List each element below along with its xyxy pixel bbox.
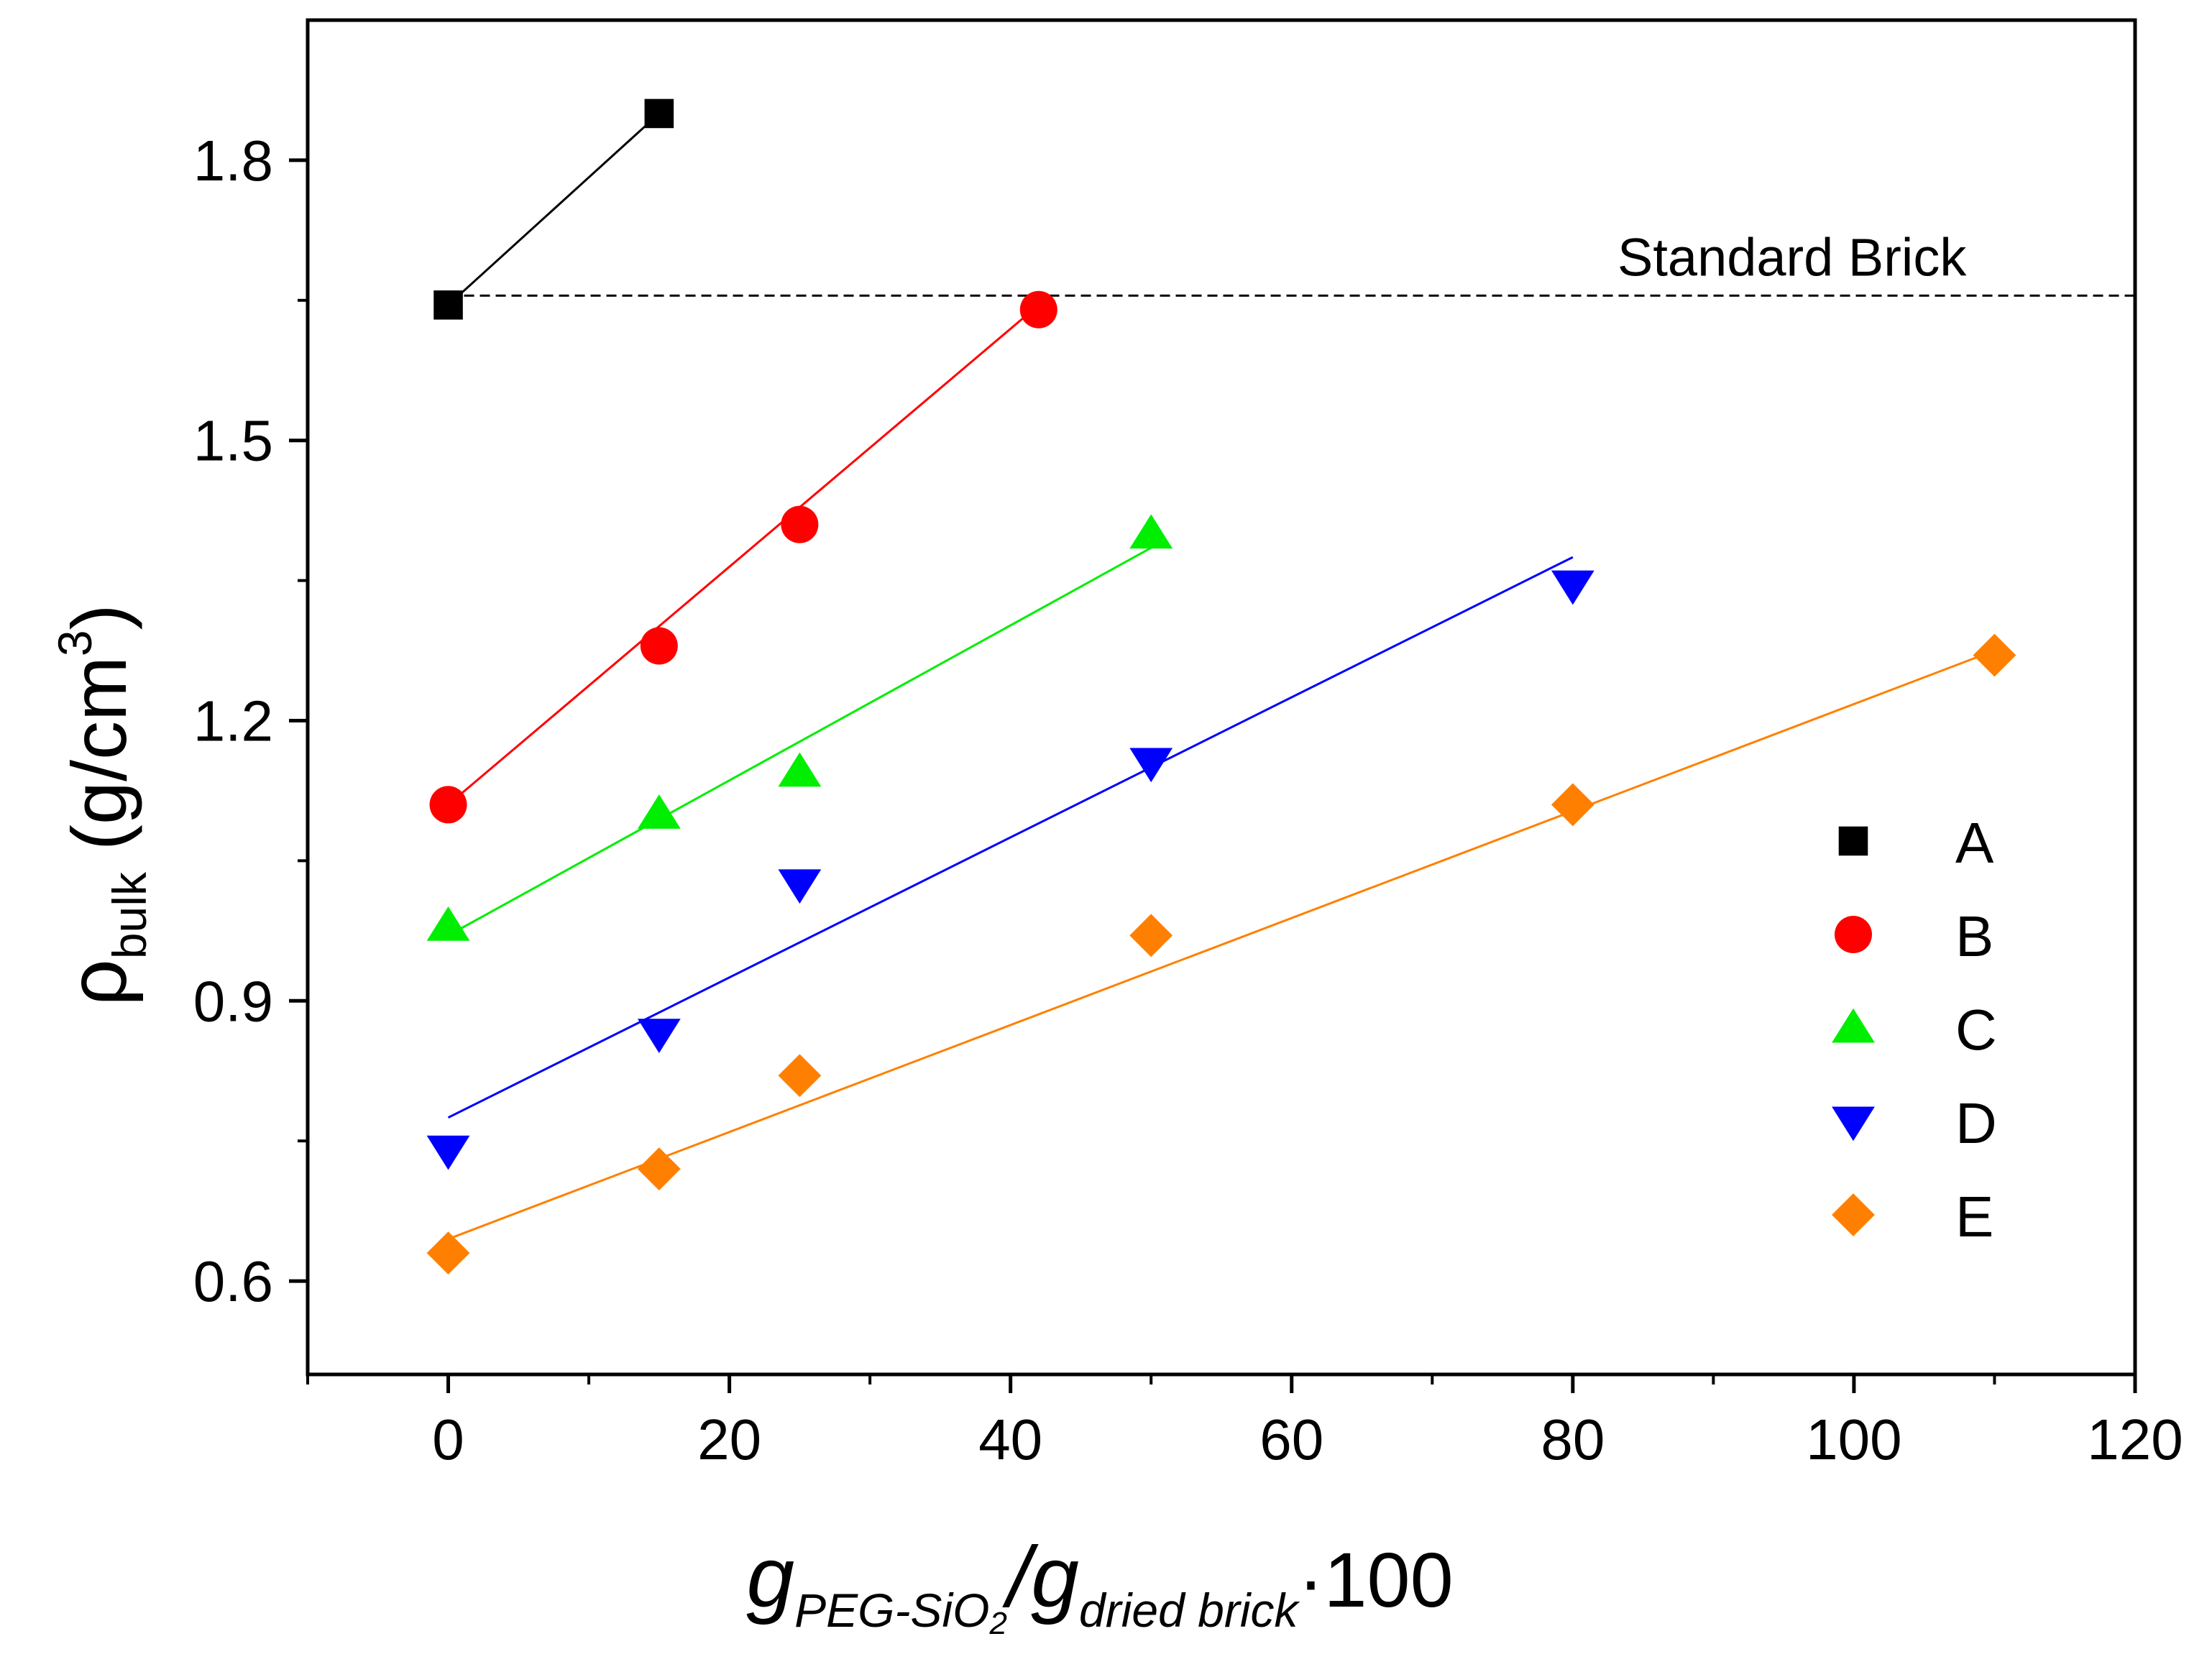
- series-b-point: [429, 786, 467, 824]
- series-a-point: [433, 290, 463, 320]
- series-c-point: [778, 752, 822, 787]
- y-tick-label: 1.2: [193, 689, 273, 753]
- x-tick-label: 40: [978, 1407, 1042, 1471]
- x-tick-label: 20: [697, 1407, 761, 1471]
- series-c-point: [1129, 514, 1173, 549]
- legend-c-label: C: [1955, 998, 1997, 1062]
- x-title-sub2: dried brick: [1079, 1584, 1300, 1637]
- plot-frame: [306, 18, 2137, 1377]
- fit-lines: [447, 112, 1995, 1241]
- y-title-close: ): [55, 604, 142, 630]
- y-axis-ticks: 0.6 0.9 1.2 1.5 1.8: [193, 129, 308, 1313]
- y-tick-label: 1.8: [193, 129, 273, 193]
- x-title-slash: /g: [1002, 1529, 1079, 1625]
- legend-b-label: B: [1955, 904, 1993, 968]
- series-c-point: [426, 906, 470, 941]
- y-title-sup: 3: [48, 630, 101, 656]
- x-title-main: g: [746, 1529, 794, 1625]
- legend-c-marker: [1832, 1008, 1875, 1043]
- series-a-point: [644, 98, 674, 129]
- series-e-point: [426, 1231, 470, 1275]
- x-tick-label: 100: [1806, 1407, 1901, 1471]
- y-axis-title: ρbulk (g/cm3): [48, 604, 156, 1006]
- series-e-line: [448, 649, 1995, 1241]
- y-tick-label: 0.9: [193, 969, 273, 1033]
- legend-d-marker: [1832, 1106, 1875, 1142]
- series-b-line: [447, 304, 1040, 806]
- x-title-sub1: PEG-SiO: [794, 1584, 989, 1637]
- series-b-point: [781, 505, 819, 543]
- series-d-point: [1551, 570, 1594, 605]
- legend-d-label: D: [1955, 1091, 1997, 1155]
- series-c-line: [447, 546, 1152, 937]
- x-tick-label: 60: [1259, 1407, 1323, 1471]
- x-axis-ticks: 0 20 40 60 80 100 120: [306, 1374, 2183, 1471]
- reference-line-group: Standard Brick: [448, 227, 2135, 297]
- legend-b-marker: [1835, 916, 1872, 953]
- legend-a-label: A: [1955, 811, 1994, 875]
- series-e-point: [778, 1054, 822, 1098]
- x-title-suffix: ·100: [1298, 1536, 1453, 1623]
- series-e-point: [1551, 783, 1594, 827]
- series-e-point: [1973, 633, 2016, 677]
- series-b-point: [1019, 290, 1057, 329]
- x-axis-title: gPEG-SiO2/gdried brick·100: [746, 1529, 1453, 1641]
- x-tick-label: 120: [2087, 1407, 2183, 1471]
- series-e-point: [637, 1147, 681, 1191]
- y-title-sub: bulk: [103, 871, 156, 959]
- series-d-line: [447, 556, 1574, 1119]
- x-title-sub1-subscript: 2: [988, 1606, 1006, 1641]
- standard-brick-label: Standard Brick: [1617, 227, 1967, 287]
- series-a-line: [447, 112, 660, 306]
- y-title-unit: (g/cm: [55, 656, 142, 872]
- data-markers: [426, 98, 2016, 1275]
- x-tick-label: 0: [432, 1407, 464, 1471]
- legend-a-marker: [1838, 826, 1868, 856]
- series-d-point: [1129, 748, 1173, 783]
- y-title-main: ρ: [52, 959, 144, 1006]
- series-b-point: [640, 627, 678, 665]
- y-tick-label: 1.5: [193, 409, 273, 473]
- x-tick-label: 80: [1541, 1407, 1605, 1471]
- series-d-point: [426, 1135, 470, 1170]
- series-e-point: [1129, 914, 1173, 958]
- series-d-point: [637, 1019, 681, 1054]
- series-d-point: [778, 869, 822, 904]
- legend-e-label: E: [1955, 1185, 1993, 1249]
- legend-e-marker: [1832, 1193, 1875, 1236]
- y-tick-label: 0.6: [193, 1249, 273, 1313]
- series-c-point: [637, 794, 681, 829]
